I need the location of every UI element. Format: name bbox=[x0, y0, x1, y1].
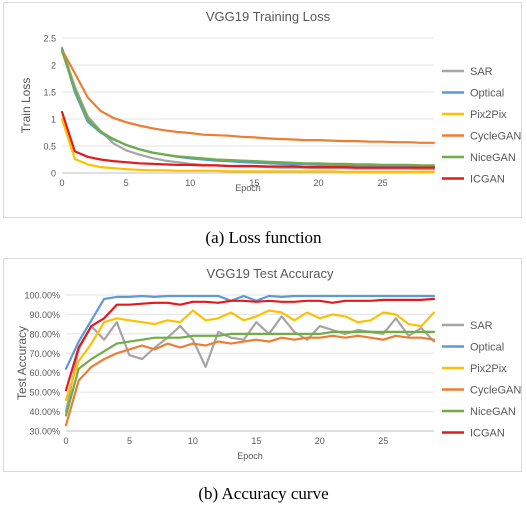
series-line-optical bbox=[64, 294, 436, 370]
series-line-cyclegan bbox=[60, 48, 436, 144]
accuracy-chart: VGG19 Test Accuracy 30.00% 40.00% 50.00% 60.… bbox=[15, 266, 521, 461]
series-line-cyclegan bbox=[64, 334, 436, 427]
y-tick-label: 70.00% bbox=[29, 349, 60, 359]
legend-label-cyclegan: CycleGAN bbox=[470, 385, 521, 397]
legend-label-pix2pix: Pix2Pix bbox=[470, 363, 507, 375]
y-axis-title: Test Accuracy bbox=[15, 326, 29, 400]
x-tick-label: 15 bbox=[249, 178, 259, 188]
chart-title: VGG19 Training Loss bbox=[206, 9, 331, 24]
y-tick-label: 2 bbox=[51, 61, 56, 71]
y-tick-label: 90.00% bbox=[29, 310, 60, 320]
series-line-nicegan bbox=[60, 49, 436, 167]
legend-label-icgan: ICGAN bbox=[470, 428, 505, 440]
legend-label-optical: Optical bbox=[470, 342, 504, 354]
x-tick-label: 0 bbox=[59, 178, 64, 188]
y-tick-label: 60.00% bbox=[29, 368, 60, 378]
series-line-sar bbox=[60, 46, 436, 171]
legend-label-nicegan: NiceGAN bbox=[470, 406, 516, 418]
series-line-nicegan bbox=[64, 330, 436, 417]
x-tick-label: 20 bbox=[315, 436, 325, 446]
series-line-icgan bbox=[60, 110, 436, 169]
x-axis-title: Epoch bbox=[237, 451, 263, 461]
loss-chart: VGG19 Training Loss 0 0.5 1 1.5 2 2.5 0 5 10 15 20 2… bbox=[19, 9, 521, 193]
legend-label-optical: Optical bbox=[470, 88, 504, 100]
series-line-sar bbox=[64, 315, 436, 413]
x-tick-label: 10 bbox=[188, 436, 198, 446]
accuracy-chart-caption: (b) Accuracy curve bbox=[198, 484, 329, 503]
y-tick-label: 80.00% bbox=[29, 329, 60, 339]
y-tick-label: 2.5 bbox=[43, 34, 56, 44]
y-tick-label: 1.5 bbox=[43, 88, 56, 98]
x-tick-label: 25 bbox=[378, 178, 388, 188]
legend-label-pix2pix: Pix2Pix bbox=[470, 109, 507, 121]
series-line-icgan bbox=[64, 297, 436, 392]
y-axis-title: Train Loss bbox=[19, 78, 33, 134]
y-tick-label: 0 bbox=[51, 169, 56, 179]
series-line-optical bbox=[60, 47, 436, 168]
legend-label-nicegan: NiceGAN bbox=[470, 152, 516, 164]
legend-label-cyclegan: CycleGAN bbox=[470, 131, 521, 143]
legend-label-sar: SAR bbox=[470, 320, 493, 332]
chart-title: VGG19 Test Accuracy bbox=[207, 266, 334, 281]
x-tick-label: 25 bbox=[378, 436, 388, 446]
y-tick-label: 1 bbox=[51, 115, 56, 125]
x-tick-label: 5 bbox=[127, 436, 132, 446]
loss-chart-panel: VGG19 Training Loss 0 0.5 1 1.5 2 2.5 0 5 10 15 20 2… bbox=[3, 2, 522, 218]
legend-label-sar: SAR bbox=[470, 66, 493, 78]
x-tick-label: 0 bbox=[63, 436, 68, 446]
loss-chart-caption: (a) Loss function bbox=[205, 228, 322, 247]
x-tick-label: 20 bbox=[314, 178, 324, 188]
legend-label-icgan: ICGAN bbox=[470, 174, 505, 186]
y-tick-label: 50.00% bbox=[29, 388, 60, 398]
accuracy-chart-panel: VGG19 Test Accuracy 30.00% 40.00% 50.00% 60.… bbox=[3, 258, 522, 472]
y-tick-label: 0.5 bbox=[43, 142, 56, 152]
x-tick-label: 10 bbox=[185, 178, 195, 188]
series-line-pix2pix bbox=[60, 117, 436, 173]
series-line-pix2pix bbox=[64, 309, 436, 401]
x-axis-title: Epoch bbox=[235, 183, 261, 193]
x-tick-label: 15 bbox=[251, 436, 261, 446]
x-tick-label: 5 bbox=[124, 178, 129, 188]
y-tick-label: 40.00% bbox=[29, 407, 60, 417]
y-tick-label: 30.00% bbox=[29, 427, 60, 437]
y-tick-label: 100.00% bbox=[24, 291, 60, 301]
